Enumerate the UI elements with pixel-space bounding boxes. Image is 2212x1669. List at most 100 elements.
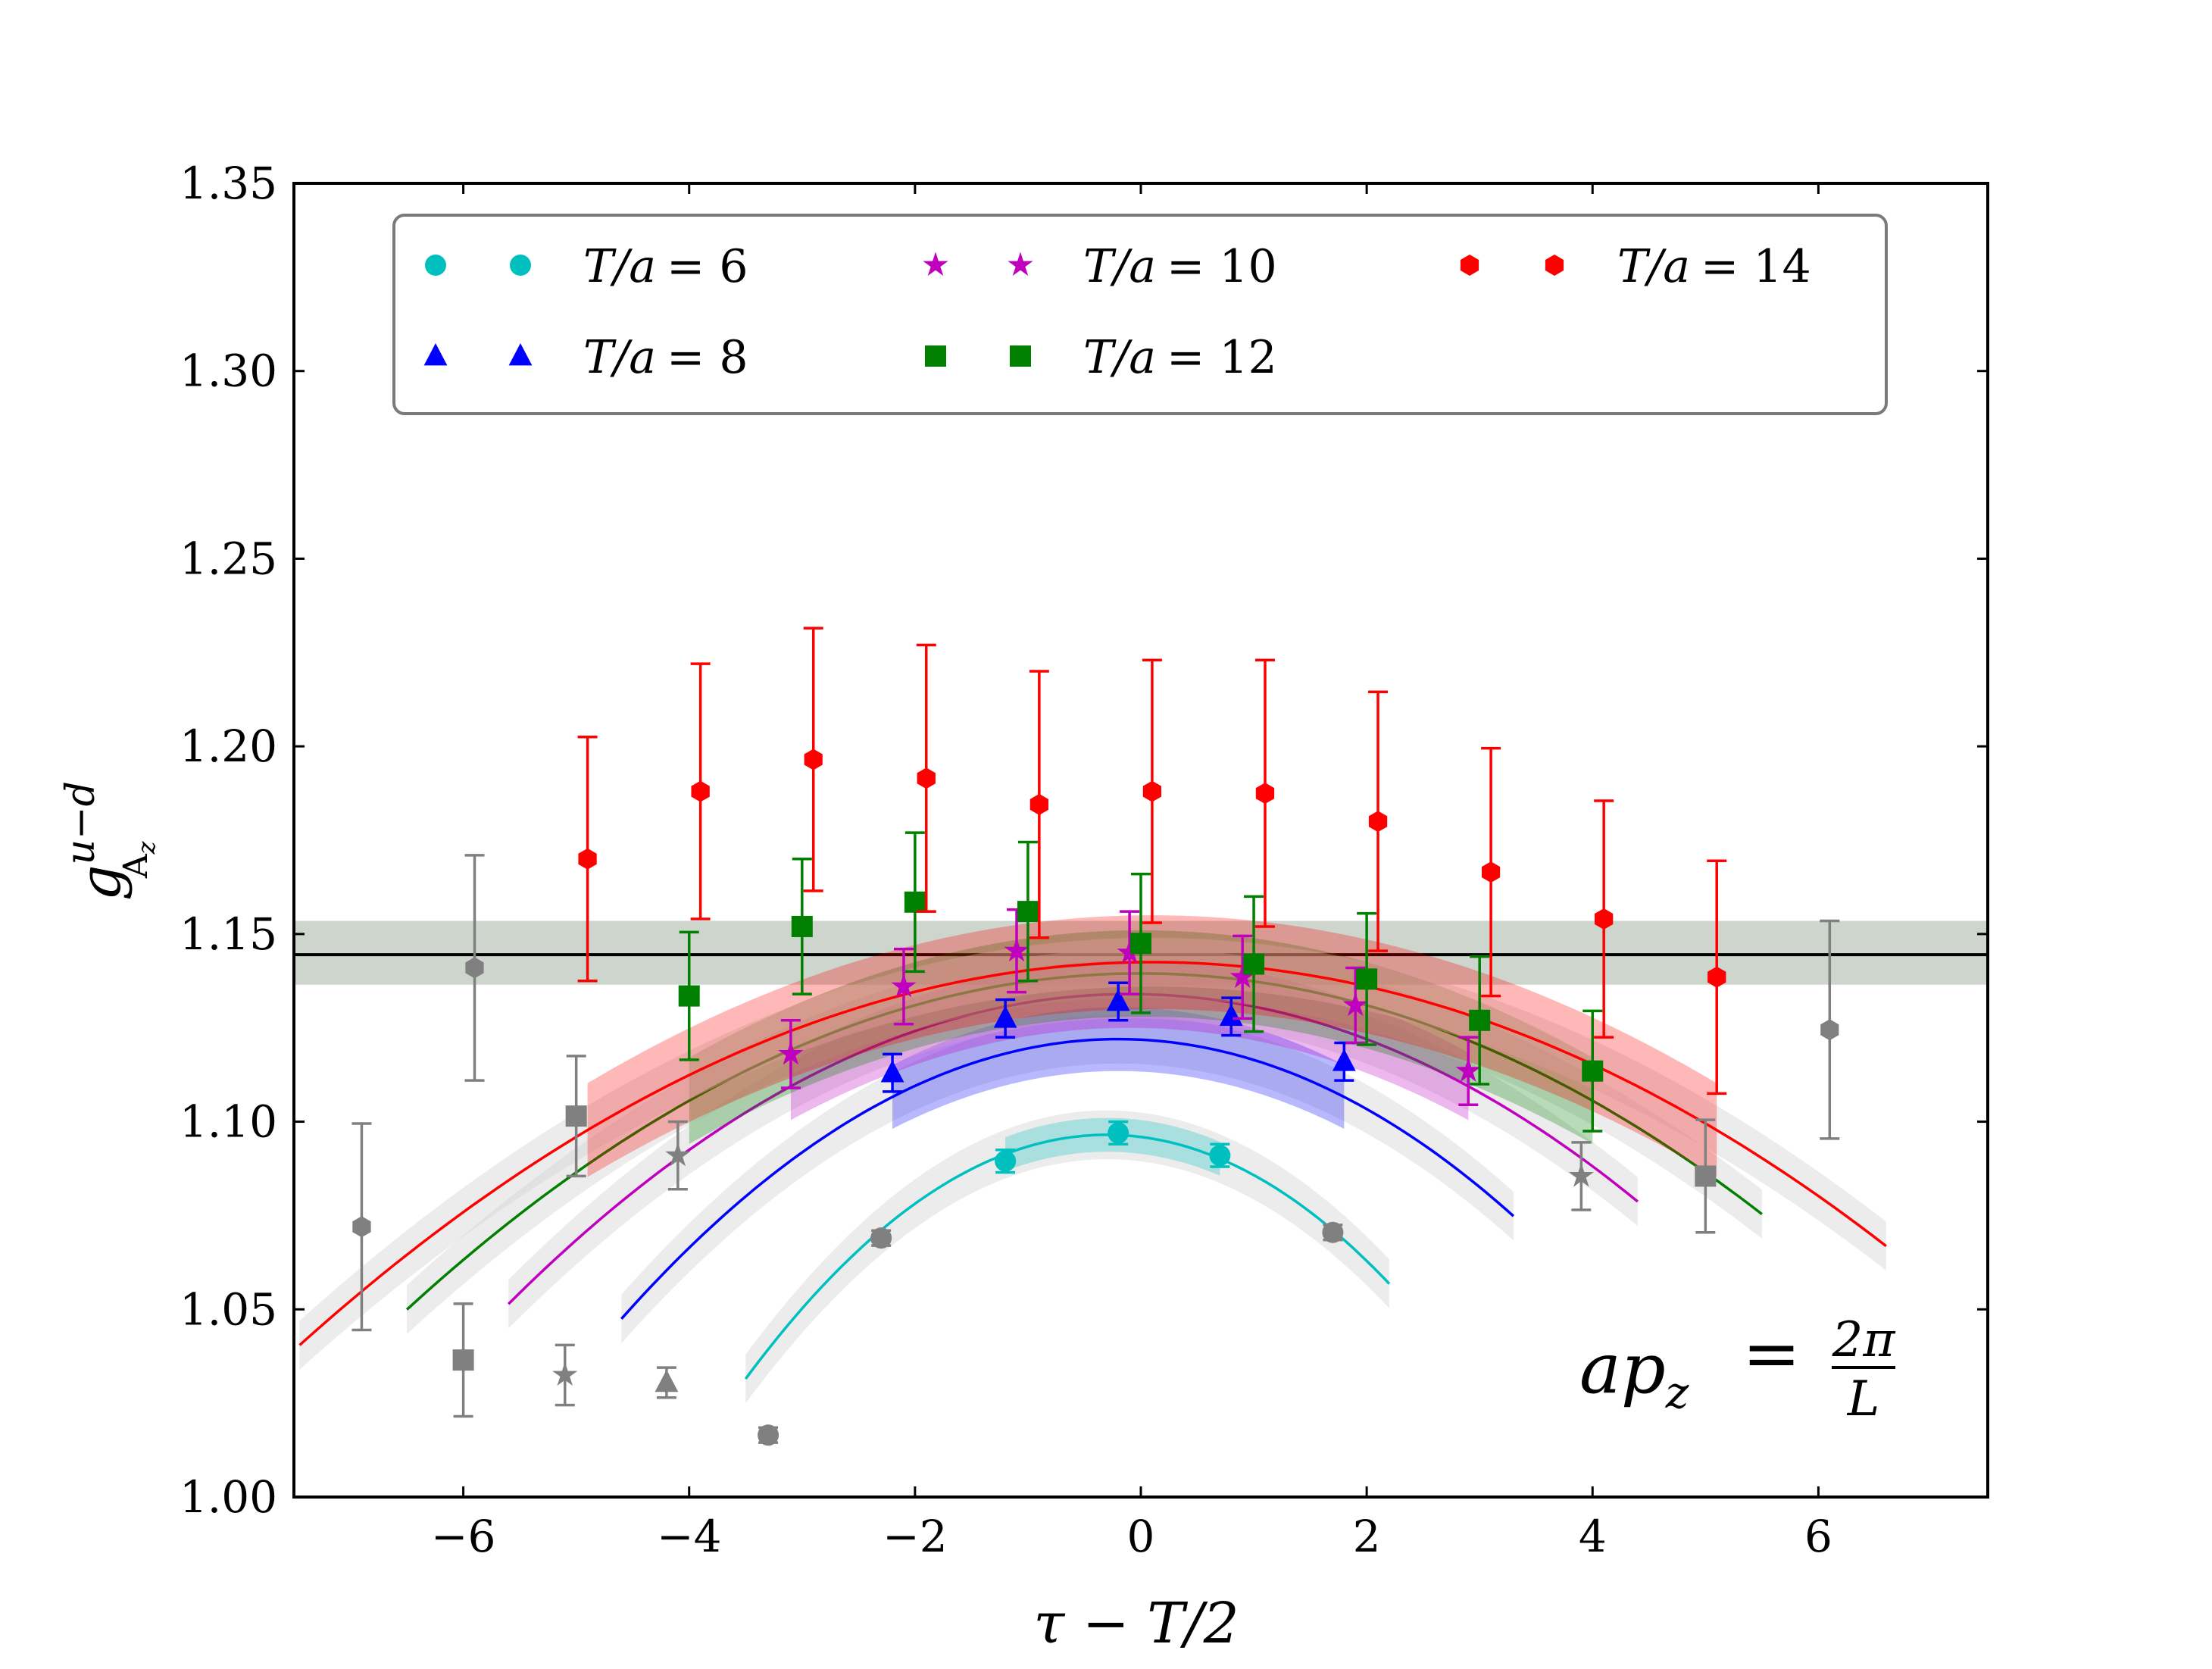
x-tick-label: −4: [657, 1511, 722, 1562]
data-point-T10-3: [891, 947, 917, 1026]
fit-curve-12: [405, 972, 1763, 1311]
x-tick-label: 4: [1579, 1511, 1607, 1562]
x-tick-label: 0: [1127, 1511, 1155, 1562]
legend-label-rhs: = 14: [1701, 240, 1811, 293]
marker: [1029, 793, 1048, 815]
legend-label: T/a = 8: [583, 331, 748, 384]
marker: [465, 957, 484, 979]
x-tick-label: −2: [883, 1511, 948, 1562]
fit-curve-10: [507, 992, 1639, 1305]
marker: [1322, 1221, 1344, 1243]
svg-text:apz: apz: [1579, 1328, 1689, 1418]
data-point-T12-10: [1582, 1009, 1604, 1133]
data-point-T10-0: [552, 1343, 578, 1407]
data-point-T14-11: [1594, 799, 1614, 1039]
legend-label-lhs: T/a: [1083, 331, 1156, 384]
data-point-T8-2: [993, 998, 1017, 1039]
data-point-T10-7: [1342, 966, 1368, 1045]
data-point-T14-3: [690, 662, 711, 920]
plot-area: [294, 627, 1988, 1446]
data-point-T14-7: [1142, 658, 1162, 924]
marker: [1332, 1049, 1356, 1071]
legend-marker-b: [510, 255, 531, 276]
data-point-T14-6: [1029, 670, 1049, 939]
data-point-T14-12: [1707, 859, 1727, 1095]
data-point-T10-9: [1568, 1141, 1595, 1211]
legend-label-lhs: T/a: [1617, 240, 1690, 293]
y-axis-label-sub: A: [117, 853, 155, 879]
marker: [1368, 811, 1388, 833]
fit-grey-band-12: [407, 949, 1762, 1334]
data-point-T14-8: [1254, 658, 1275, 928]
data-point-T6-1: [870, 1227, 892, 1249]
legend-entry-T6: T/a = 6: [425, 240, 748, 293]
data-point-T12-9: [1469, 955, 1491, 1086]
marker: [995, 1150, 1017, 1172]
svg-text:gu−dAz: gu−d Az: [58, 781, 161, 901]
fit-curve-14: [298, 961, 1887, 1346]
legend-label-rhs: = 8: [667, 331, 748, 384]
data-point-T12-3: [791, 858, 813, 995]
x-tick-label: 2: [1353, 1511, 1381, 1562]
annotation-lhs: ap: [1579, 1328, 1666, 1409]
marker: [1707, 966, 1726, 988]
marker: [1243, 953, 1265, 975]
legend-entry-T14: T/a = 14: [1460, 240, 1811, 293]
data-point-T14-4: [803, 627, 823, 892]
data-point-T12-0: [452, 1302, 474, 1418]
annotation-den: L: [1847, 1371, 1880, 1427]
legend-label: T/a = 12: [1083, 331, 1277, 384]
fit-curve-8: [620, 1037, 1515, 1320]
marker: [904, 891, 926, 913]
marker: [678, 985, 700, 1007]
x-tick-label: 6: [1804, 1511, 1832, 1562]
fit-color-band-6: [1005, 1117, 1220, 1176]
annotation-num: 2π: [1832, 1312, 1896, 1368]
data-point-T12-8: [1356, 911, 1378, 1046]
legend-marker-a: [423, 343, 448, 366]
fit-grey-band-10: [508, 969, 1638, 1329]
legend-label: T/a = 6: [583, 240, 748, 293]
data-point-T10-5: [1117, 910, 1142, 995]
marker: [578, 848, 597, 870]
marker: [1482, 861, 1501, 883]
x-tick-label: −6: [431, 1511, 496, 1562]
fit-grey-band-14: [299, 937, 1886, 1370]
fit-color-band-14: [587, 915, 1717, 1177]
data-point-T12-4: [904, 831, 926, 974]
data-point-T12-6: [1130, 872, 1151, 1014]
data-points: [351, 627, 1840, 1446]
data-point-T10-2: [778, 1019, 804, 1089]
marker: [1017, 901, 1039, 923]
fit-grey-band-6: [745, 1110, 1389, 1404]
legend: T/a = 6T/a = 8T/a = 10T/a = 12T/a = 14: [392, 214, 1888, 415]
marker: [1582, 1060, 1604, 1082]
y-tick-label: 1.10: [180, 1096, 277, 1148]
data-point-T14-2: [577, 736, 598, 983]
data-point-T6-0: [758, 1424, 780, 1446]
fit-curves: [298, 915, 1887, 1404]
marker: [655, 1369, 679, 1392]
data-point-T14-13: [1820, 919, 1840, 1140]
legend-label-lhs: T/a: [583, 331, 656, 384]
x-axis-label: τ − T/2: [1033, 1591, 1239, 1656]
data-point-T14-9: [1368, 690, 1389, 952]
momentum-annotation: apz = 2π L: [1579, 1312, 1895, 1427]
legend-label: T/a = 14: [1617, 240, 1811, 293]
marker: [1469, 1009, 1491, 1031]
marker: [1356, 968, 1378, 990]
legend-label: T/a = 10: [1083, 240, 1277, 293]
marker: [1595, 908, 1614, 930]
legend-label-rhs: = 12: [1167, 331, 1277, 384]
legend-label-lhs: T/a: [583, 240, 656, 293]
data-point-T8-3: [1106, 981, 1130, 1022]
data-point-T8-1: [880, 1052, 904, 1093]
data-point-T10-1: [665, 1120, 691, 1191]
data-point-T6-2: [995, 1148, 1017, 1174]
legend-entry-T8: T/a = 8: [423, 331, 748, 384]
legend-marker-b: [1545, 255, 1564, 276]
legend-box: [392, 214, 1888, 415]
marker: [758, 1424, 780, 1446]
y-axis-label-subsub: z: [132, 840, 161, 855]
data-point-T14-5: [916, 643, 936, 913]
